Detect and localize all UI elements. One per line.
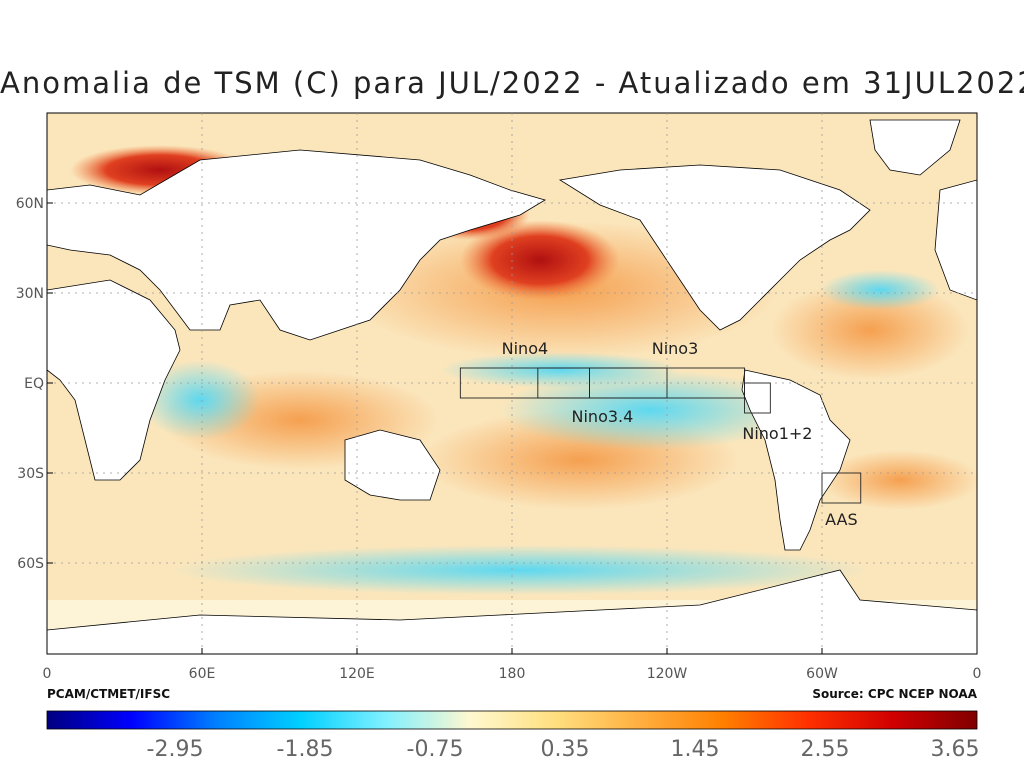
- colorbar-tick-labels: -2.95 -1.85 -0.75 0.35 1.45 2.55 3.65: [147, 737, 980, 762]
- land-europe-west: [934, 179, 977, 301]
- lat-tick-label: 30S: [17, 466, 44, 482]
- nino-regions: Nino4 Nino3.4 Nino3 Nino1+2 AAS: [459, 339, 862, 529]
- land-eurasia: [47, 149, 546, 341]
- latitude-labels: 60N 30N EQ 30S 60S: [16, 196, 44, 572]
- colorbar-tick-label: 2.55: [801, 737, 850, 762]
- region-label: Nino4: [502, 339, 549, 358]
- lat-tick-label: 30N: [16, 286, 44, 302]
- anomaly-field: [47, 113, 977, 654]
- region-label: AAS: [825, 510, 858, 529]
- land-north-america: [558, 164, 871, 331]
- land-africa: [47, 279, 181, 481]
- lat-tick-label: EQ: [24, 376, 44, 392]
- graticule: [46, 113, 978, 654]
- map-title: Anomalia de TSM (C) para JUL/2022 - Atua…: [0, 66, 1024, 100]
- lon-tick-label: 120W: [647, 666, 688, 682]
- land-masses: [47, 119, 977, 654]
- land-antarctica: [47, 569, 977, 654]
- colorbar: [46, 710, 978, 730]
- land-australia: [344, 429, 441, 501]
- region-label: Nino3: [652, 339, 699, 358]
- lon-tick-label: 0: [43, 666, 52, 682]
- lon-tick-label: 60E: [189, 666, 216, 682]
- colorbar-tick-label: 1.45: [671, 737, 720, 762]
- credit-right: Source: CPC NCEP NOAA: [812, 687, 977, 701]
- colorbar-tick-label: 3.65: [931, 737, 980, 762]
- colorbar-tick-label: 0.35: [541, 737, 590, 762]
- lon-tick-label: 180: [499, 666, 526, 682]
- region-label: Nino3.4: [572, 407, 634, 426]
- longitude-labels: 0 60E 120E 180 120W 60W 0: [43, 666, 982, 682]
- colorbar-tick-label: -2.95: [147, 737, 204, 762]
- lat-tick-label: 60S: [17, 556, 44, 572]
- colorbar-tick-label: -1.85: [277, 737, 334, 762]
- land-greenland: [869, 119, 961, 176]
- region-box: [821, 472, 862, 504]
- colorbar-tick-label: -0.75: [407, 737, 464, 762]
- region-label: Nino1+2: [742, 424, 812, 443]
- lat-tick-label: 60N: [16, 196, 44, 212]
- credit-left: PCAM/CTMET/IFSC: [47, 687, 171, 701]
- lon-tick-label: 60W: [806, 666, 838, 682]
- lon-tick-label: 0: [973, 666, 982, 682]
- land-south-america: [741, 369, 851, 551]
- region-box: [744, 382, 771, 414]
- lon-tick-label: 120E: [339, 666, 375, 682]
